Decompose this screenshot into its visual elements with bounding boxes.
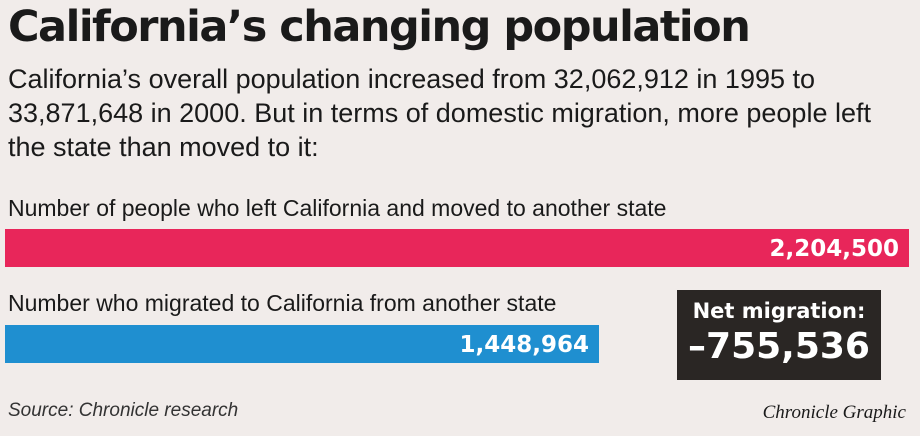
net-migration-label: Net migration:	[692, 299, 866, 323]
bar-label-left-california: Number of people who left California and…	[8, 195, 667, 221]
bar-value-migrated-to-california: 1,448,964	[459, 332, 590, 358]
bar-value-left-california: 2,204,500	[769, 236, 900, 262]
source-note: Source: Chronicle research	[8, 400, 239, 421]
bar-migrated-to-california: 1,448,964	[5, 325, 599, 363]
net-migration-value: –755,536	[688, 326, 870, 367]
bar-left-california: 2,204,500	[5, 229, 909, 267]
net-migration-box: Net migration: –755,536	[677, 290, 881, 380]
graphic-credit: Chronicle Graphic	[762, 402, 906, 423]
bar-label-migrated-to-california: Number who migrated to California from a…	[8, 290, 557, 316]
intro-text: California’s overall population increase…	[8, 64, 871, 162]
chart-title: California’s changing population	[8, 2, 751, 52]
